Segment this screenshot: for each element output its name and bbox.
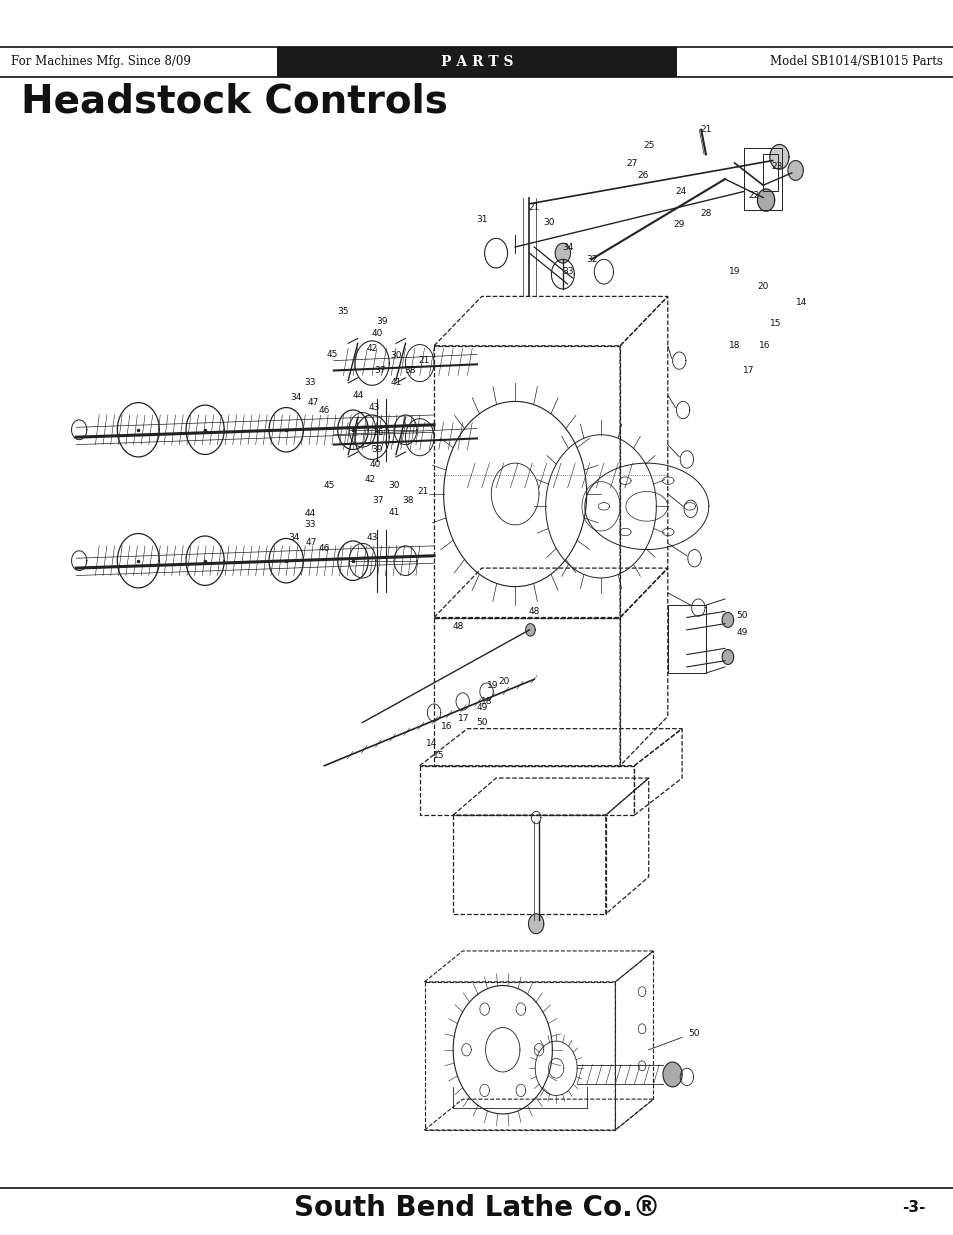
Text: 48: 48 — [452, 621, 463, 631]
Text: 21: 21 — [700, 125, 711, 135]
Text: 40: 40 — [371, 329, 382, 338]
Text: 18: 18 — [728, 341, 740, 351]
Text: 16: 16 — [440, 721, 452, 731]
Text: 20: 20 — [497, 677, 509, 687]
Text: 30: 30 — [388, 480, 399, 490]
Text: 36: 36 — [372, 427, 383, 437]
Text: 21: 21 — [528, 203, 539, 212]
Text: 33: 33 — [561, 267, 573, 277]
Text: 33: 33 — [304, 520, 315, 530]
Text: 28: 28 — [700, 209, 711, 219]
Text: 34: 34 — [288, 532, 299, 542]
Text: 46: 46 — [318, 543, 330, 553]
Text: 44: 44 — [304, 509, 315, 519]
Text: 25: 25 — [642, 141, 654, 151]
Text: 19: 19 — [486, 680, 497, 690]
Text: 47: 47 — [307, 398, 318, 408]
Text: South Bend Lathe Co.®: South Bend Lathe Co.® — [294, 1194, 659, 1221]
Text: 30: 30 — [390, 351, 401, 361]
Polygon shape — [721, 650, 733, 664]
Text: 50: 50 — [736, 610, 747, 620]
Text: 37: 37 — [372, 495, 383, 505]
Text: 27: 27 — [626, 158, 638, 168]
Text: 20: 20 — [757, 282, 768, 291]
FancyBboxPatch shape — [276, 47, 677, 77]
Text: 26: 26 — [637, 170, 648, 180]
Text: 42: 42 — [364, 474, 375, 484]
Polygon shape — [525, 624, 535, 636]
Text: 16: 16 — [759, 341, 770, 351]
Text: 45: 45 — [323, 480, 335, 490]
Text: 17: 17 — [457, 714, 469, 724]
Text: 15: 15 — [433, 751, 444, 761]
Text: 21: 21 — [418, 356, 430, 366]
Text: 33: 33 — [304, 378, 315, 388]
Text: 37: 37 — [374, 366, 385, 375]
Text: 32: 32 — [585, 254, 597, 264]
Text: 39: 39 — [371, 445, 382, 454]
Text: 14: 14 — [425, 739, 436, 748]
Text: 17: 17 — [742, 366, 754, 375]
Text: 43: 43 — [368, 403, 379, 412]
Text: 44: 44 — [352, 390, 363, 400]
Text: 48: 48 — [528, 606, 539, 616]
Text: -3-: -3- — [901, 1200, 924, 1215]
Text: 14: 14 — [795, 298, 806, 308]
Polygon shape — [769, 144, 788, 169]
Polygon shape — [757, 189, 774, 211]
Text: 19: 19 — [728, 267, 740, 277]
Text: 49: 49 — [736, 627, 747, 637]
Text: 29: 29 — [673, 220, 684, 230]
Text: 21: 21 — [416, 487, 428, 496]
Text: 34: 34 — [290, 393, 301, 403]
Text: 47: 47 — [305, 537, 316, 547]
Text: 38: 38 — [402, 495, 414, 505]
Polygon shape — [787, 161, 802, 180]
Text: 31: 31 — [476, 215, 487, 225]
Text: 45: 45 — [326, 350, 337, 359]
Polygon shape — [528, 914, 543, 934]
Text: 15: 15 — [769, 319, 781, 329]
Text: Model SB1014/SB1015 Parts: Model SB1014/SB1015 Parts — [769, 56, 942, 68]
Text: For Machines Mfg. Since 8/09: For Machines Mfg. Since 8/09 — [11, 56, 192, 68]
Polygon shape — [555, 243, 570, 263]
Text: 43: 43 — [366, 532, 377, 542]
Text: 50: 50 — [687, 1029, 699, 1039]
Text: 24: 24 — [675, 186, 686, 196]
Text: 22: 22 — [747, 190, 759, 200]
Text: 39: 39 — [375, 316, 387, 326]
Text: 41: 41 — [388, 508, 399, 517]
Text: 34: 34 — [561, 242, 573, 252]
Text: 49: 49 — [476, 703, 487, 713]
Polygon shape — [721, 613, 733, 627]
Text: 46: 46 — [318, 405, 330, 415]
Text: 50: 50 — [476, 718, 487, 727]
Text: 42: 42 — [366, 343, 377, 353]
Text: 30: 30 — [542, 217, 554, 227]
Text: 18: 18 — [480, 697, 492, 706]
Text: Headstock Controls: Headstock Controls — [21, 83, 447, 120]
Text: 23: 23 — [771, 162, 782, 172]
Text: P A R T S: P A R T S — [440, 54, 513, 69]
Text: 41: 41 — [390, 378, 401, 388]
Text: 38: 38 — [404, 366, 416, 375]
Text: 40: 40 — [369, 459, 380, 469]
Text: 35: 35 — [337, 306, 349, 316]
Polygon shape — [662, 1062, 681, 1087]
